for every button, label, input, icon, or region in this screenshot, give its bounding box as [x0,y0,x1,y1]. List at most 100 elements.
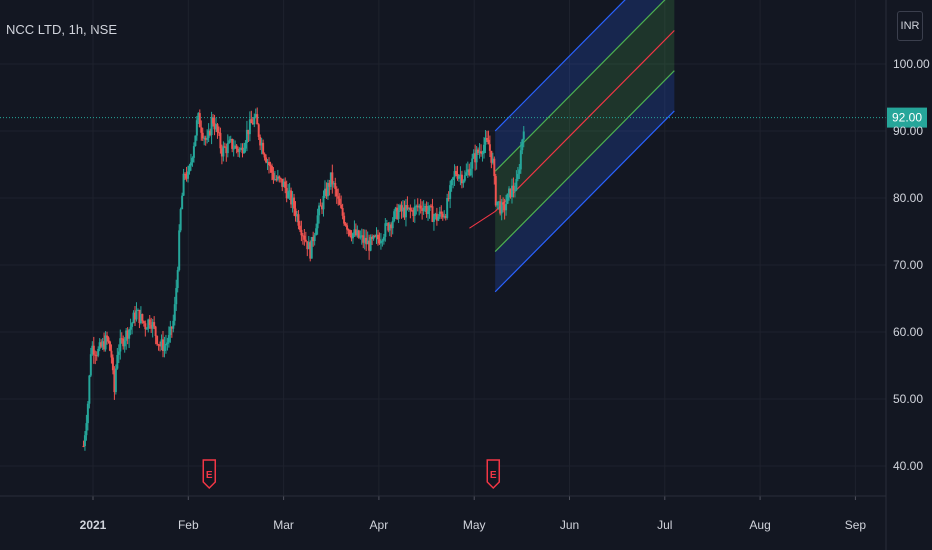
candle-body [393,211,396,221]
candle-body [82,445,85,447]
channel-line [494,70,675,253]
candle-body [369,236,372,251]
candle-body [513,190,516,192]
candle-body [452,177,455,180]
candle-body [175,288,178,305]
candle-body [126,330,129,339]
candle-body [142,321,145,324]
candle-body [147,319,150,329]
candle-body [484,137,487,145]
candle-body [187,171,190,179]
candle-body [487,139,490,145]
candle-body [91,345,94,355]
candle-body [169,326,172,335]
candle-body [273,179,276,181]
candle-body [176,270,179,289]
current-price-label: 92.00 [892,111,922,125]
candle-body [447,197,450,199]
candle-body [242,148,245,154]
x-tick-label: Sep [845,518,867,532]
candle-body [253,116,256,125]
candle-body [354,229,357,236]
channel-inner-band [495,0,675,252]
candle-body [250,119,253,124]
candle-body [326,182,329,197]
candle-body [117,351,120,355]
candlestick-series [82,107,525,451]
candle-body [344,223,347,226]
candle-body [262,142,265,154]
y-tick-label: 70.00 [893,258,923,272]
candle-body [357,230,360,238]
candle-body [138,309,141,324]
candle-body [397,210,400,219]
candle-body [257,124,260,137]
candle-body [113,370,116,393]
y-tick-label: 50.00 [893,392,923,406]
candle-body [272,172,275,180]
earnings-marker[interactable]: E [486,459,501,490]
candle-body [297,214,300,226]
candle-body [429,205,432,207]
candle-body [480,151,483,154]
candle-body [416,205,419,208]
candle-body [110,350,113,358]
candle-body [424,205,427,208]
candle-body [457,176,460,179]
candle-body [446,197,449,218]
candle-body [315,228,318,236]
candle-body [216,124,219,133]
candle-body [418,205,421,208]
candle-body [310,237,313,259]
candle-body [485,137,488,140]
candle-body [248,119,251,135]
candle-body [368,240,371,251]
candle-body [388,224,391,231]
candle-body [350,235,353,239]
candle-body [116,354,119,369]
candle-body [265,157,268,163]
trend-extension-line [469,210,496,229]
currency-button[interactable]: INR [897,11,923,41]
candle-body [422,207,425,211]
candle-body [122,338,125,347]
candle-body [462,180,465,184]
x-tick-label: Mar [273,518,294,532]
candle-body [410,210,413,212]
candle-body [425,205,428,215]
candle-body [85,423,88,436]
candle-body [460,174,463,184]
candle-body [335,189,338,197]
candle-body [234,145,237,149]
earnings-marker[interactable]: E [202,459,217,490]
candle-body [318,205,321,216]
candle-body [402,207,405,212]
x-tick-label: Apr [370,518,389,532]
candle-body [161,339,164,351]
candle-body [319,205,322,207]
candle-body [356,230,359,236]
candle-body [434,213,437,217]
candle-body [119,338,122,352]
candle-body [477,149,480,153]
candle-body [332,183,335,185]
candle-body [312,237,315,242]
candle-body [89,354,92,376]
candle-body [295,214,298,217]
candle-body [431,206,434,222]
price-axis: 100.00 90.00 80.00 70.00 60.00 50.00 40.00 [885,0,930,550]
candle-body [294,208,297,217]
candle-body [502,202,505,205]
candle-body [413,206,416,216]
candle-body [298,225,301,230]
earnings-badge-icon [486,459,501,490]
candle-body [440,211,443,214]
candle-body [164,343,167,346]
candle-body [384,223,387,237]
candle-body [421,208,424,211]
earnings-label: E [490,470,497,481]
candle-body [184,173,187,175]
candle-body [104,335,107,350]
candle-body [251,123,254,125]
